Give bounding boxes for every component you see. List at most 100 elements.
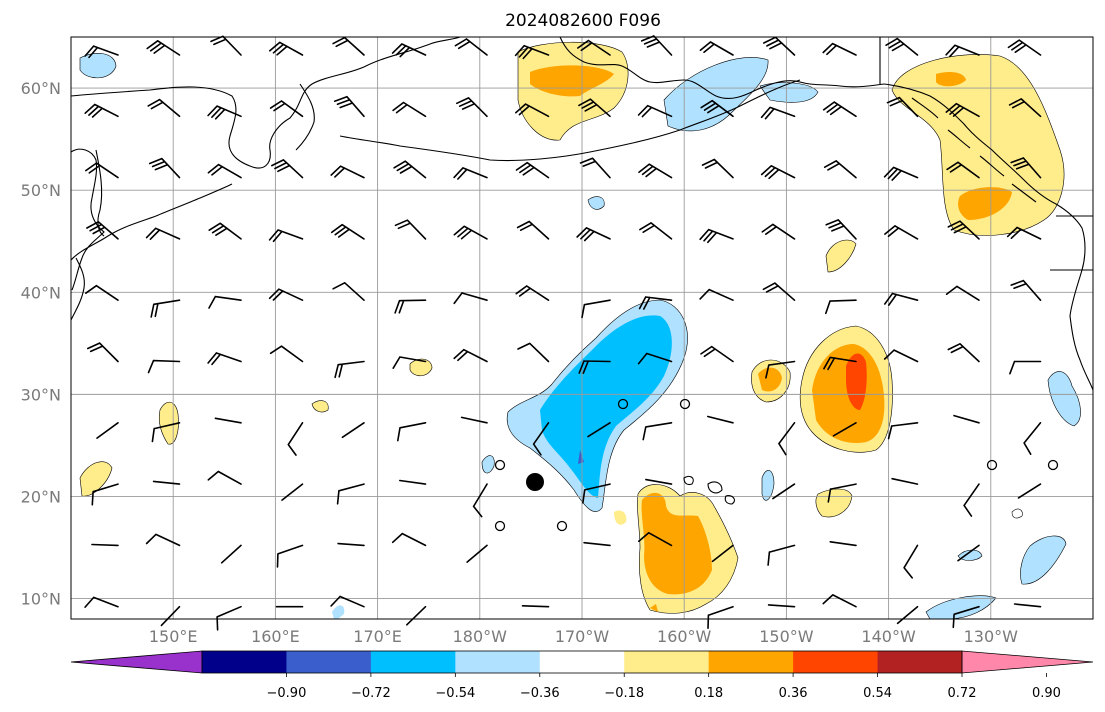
colorbar-segment [286, 651, 372, 673]
calm-marker [494, 459, 506, 471]
calm-marker [1047, 459, 1059, 471]
colorbar-segment [370, 651, 456, 673]
shade-blob-7 [481, 455, 495, 474]
coast-sakhalin [95, 149, 105, 237]
gridlines [71, 37, 1093, 619]
wind-barb [515, 285, 550, 301]
longitude-labels: 150°E 160°E 170°E 180°W 170°W 160°W 150°W 140°W… [149, 627, 1018, 646]
wind-barb [578, 98, 611, 118]
latitude-labels: 60°N 50°N 40°N 30°N 20°N 10°N [21, 79, 61, 609]
wind-barb [825, 299, 857, 315]
colorbar-tick-label: 0.90 [1032, 686, 1061, 701]
wind-barb [827, 483, 857, 503]
wind-barb [160, 605, 181, 627]
map-title: 2024082600 F096 [505, 11, 661, 31]
wind-barb [711, 544, 734, 563]
wind-barb [637, 104, 673, 118]
wind-barb [96, 422, 119, 439]
wind-barb [699, 41, 734, 56]
wind-barb [516, 220, 550, 240]
shade-blob-2 [587, 196, 605, 210]
wind-barb [207, 470, 242, 485]
wind-barb [645, 478, 673, 485]
wind-barb [1023, 422, 1042, 455]
wind-barb [891, 477, 919, 485]
colorbar-segment [708, 651, 794, 673]
shade-se-blue-2 [1020, 535, 1067, 585]
wind-barb [699, 288, 734, 301]
wind-barb [268, 229, 304, 243]
wind-barb [147, 359, 181, 374]
wind-barb [208, 295, 242, 309]
wind-barb [330, 223, 365, 240]
wind-barb [823, 160, 857, 179]
wind-barb [147, 98, 181, 118]
coast-okhotsk [70, 148, 105, 291]
wind-barb [392, 101, 427, 118]
wind-barbs [84, 35, 1042, 631]
colorbar-segment [202, 651, 287, 673]
wind-barb [582, 483, 611, 504]
wind-barb [884, 292, 919, 306]
wind-barb [825, 219, 857, 240]
wind-barb [336, 483, 365, 505]
wind-barb [1017, 483, 1042, 499]
shade-blob-1 [825, 239, 857, 273]
colorbar-tick-label: 0.18 [694, 686, 723, 701]
calm-marker [986, 459, 998, 471]
colorbar-tick-label: −0.36 [520, 686, 560, 701]
wind-barb [945, 44, 980, 58]
shade-bering-orange [530, 65, 614, 97]
wind-barb [952, 605, 980, 629]
wind-barb [953, 414, 980, 424]
wind-barb [884, 225, 919, 240]
wind-barb [84, 103, 119, 118]
wind-barb [330, 595, 365, 608]
coast-korea [70, 257, 85, 321]
colorbar-extend-low [70, 650, 203, 674]
wind-barb [207, 163, 242, 179]
wind-barb [823, 356, 857, 371]
wind-barb [453, 348, 488, 363]
wind-barb [640, 35, 673, 56]
wind-barb [91, 483, 119, 506]
colorbar-segment [539, 651, 625, 673]
wind-barb [1013, 603, 1042, 608]
wind-barb [763, 36, 796, 56]
shade-blob-5 [79, 461, 113, 497]
shade-blob-6 [311, 400, 329, 413]
wind-barb [397, 422, 427, 442]
wind-barb [146, 40, 181, 56]
wind-barb [767, 604, 796, 608]
wind-barb [532, 422, 550, 456]
wind-barb [269, 100, 304, 118]
wind-barb [145, 533, 181, 547]
wind-barb [832, 422, 857, 437]
wind-barb [761, 223, 796, 240]
wind-barb [406, 605, 427, 626]
wind-barb [454, 38, 488, 56]
wind-barb [638, 163, 673, 179]
shade-bc-orange-1 [936, 72, 966, 87]
coast-asia [70, 36, 461, 169]
shade-nw-blue [79, 53, 117, 79]
calm-marker [494, 520, 506, 532]
lon-tick-label: 160°E [251, 627, 300, 646]
wind-barb [453, 292, 488, 305]
wind-barb [1008, 98, 1042, 118]
wind-barb [269, 345, 304, 363]
wind-barb [84, 45, 119, 59]
wind-barb [287, 422, 304, 456]
wind-barb [760, 165, 796, 180]
lat-tick-label: 30°N [21, 385, 61, 404]
wind-barb [887, 422, 919, 440]
shade-gulf-blue [663, 57, 769, 132]
colorbar-tick-label: −0.90 [267, 686, 307, 701]
wind-barb [1006, 226, 1042, 240]
colorbar-tick-label: −0.18 [604, 686, 644, 701]
wind-barb [515, 103, 550, 118]
wind-barb [333, 95, 365, 118]
wind-barb [150, 299, 181, 318]
wind-barb [148, 157, 181, 179]
